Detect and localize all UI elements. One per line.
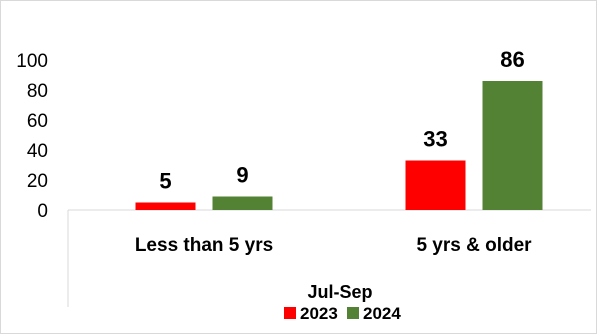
legend-swatch — [284, 307, 296, 319]
category-label: Less than 5 yrs — [135, 235, 273, 256]
legend-label: 2023 — [300, 304, 338, 323]
data-labels-group: 5 9 33 86 — [159, 47, 524, 194]
data-label: 9 — [236, 163, 248, 188]
y-tick-label: 0 — [37, 201, 48, 222]
legend-label: 2024 — [363, 304, 401, 323]
bar-2024-1 — [482, 81, 543, 210]
y-axis-ticks: 0 20 40 60 80 100 — [16, 51, 48, 222]
data-label: 33 — [423, 127, 447, 152]
y-tick-label: 40 — [27, 141, 48, 162]
category-labels-group: Less than 5 yrs 5 yrs & older — [135, 235, 532, 256]
legend: 2023 2024 — [284, 304, 401, 323]
bar-2024-0 — [212, 196, 273, 210]
legend-swatch — [347, 307, 359, 319]
y-tick-label: 60 — [27, 111, 48, 132]
bar-2023-0 — [135, 202, 196, 210]
y-tick-label: 100 — [16, 51, 48, 72]
data-label: 5 — [159, 169, 171, 194]
y-tick-label: 80 — [27, 81, 48, 102]
bar-2023-1 — [405, 160, 466, 210]
y-tick-label: 20 — [27, 171, 48, 192]
category-label: 5 yrs & older — [416, 235, 532, 256]
data-label: 86 — [500, 47, 524, 72]
bars-group — [135, 81, 543, 210]
x-axis-title: Jul-Sep — [307, 282, 372, 302]
